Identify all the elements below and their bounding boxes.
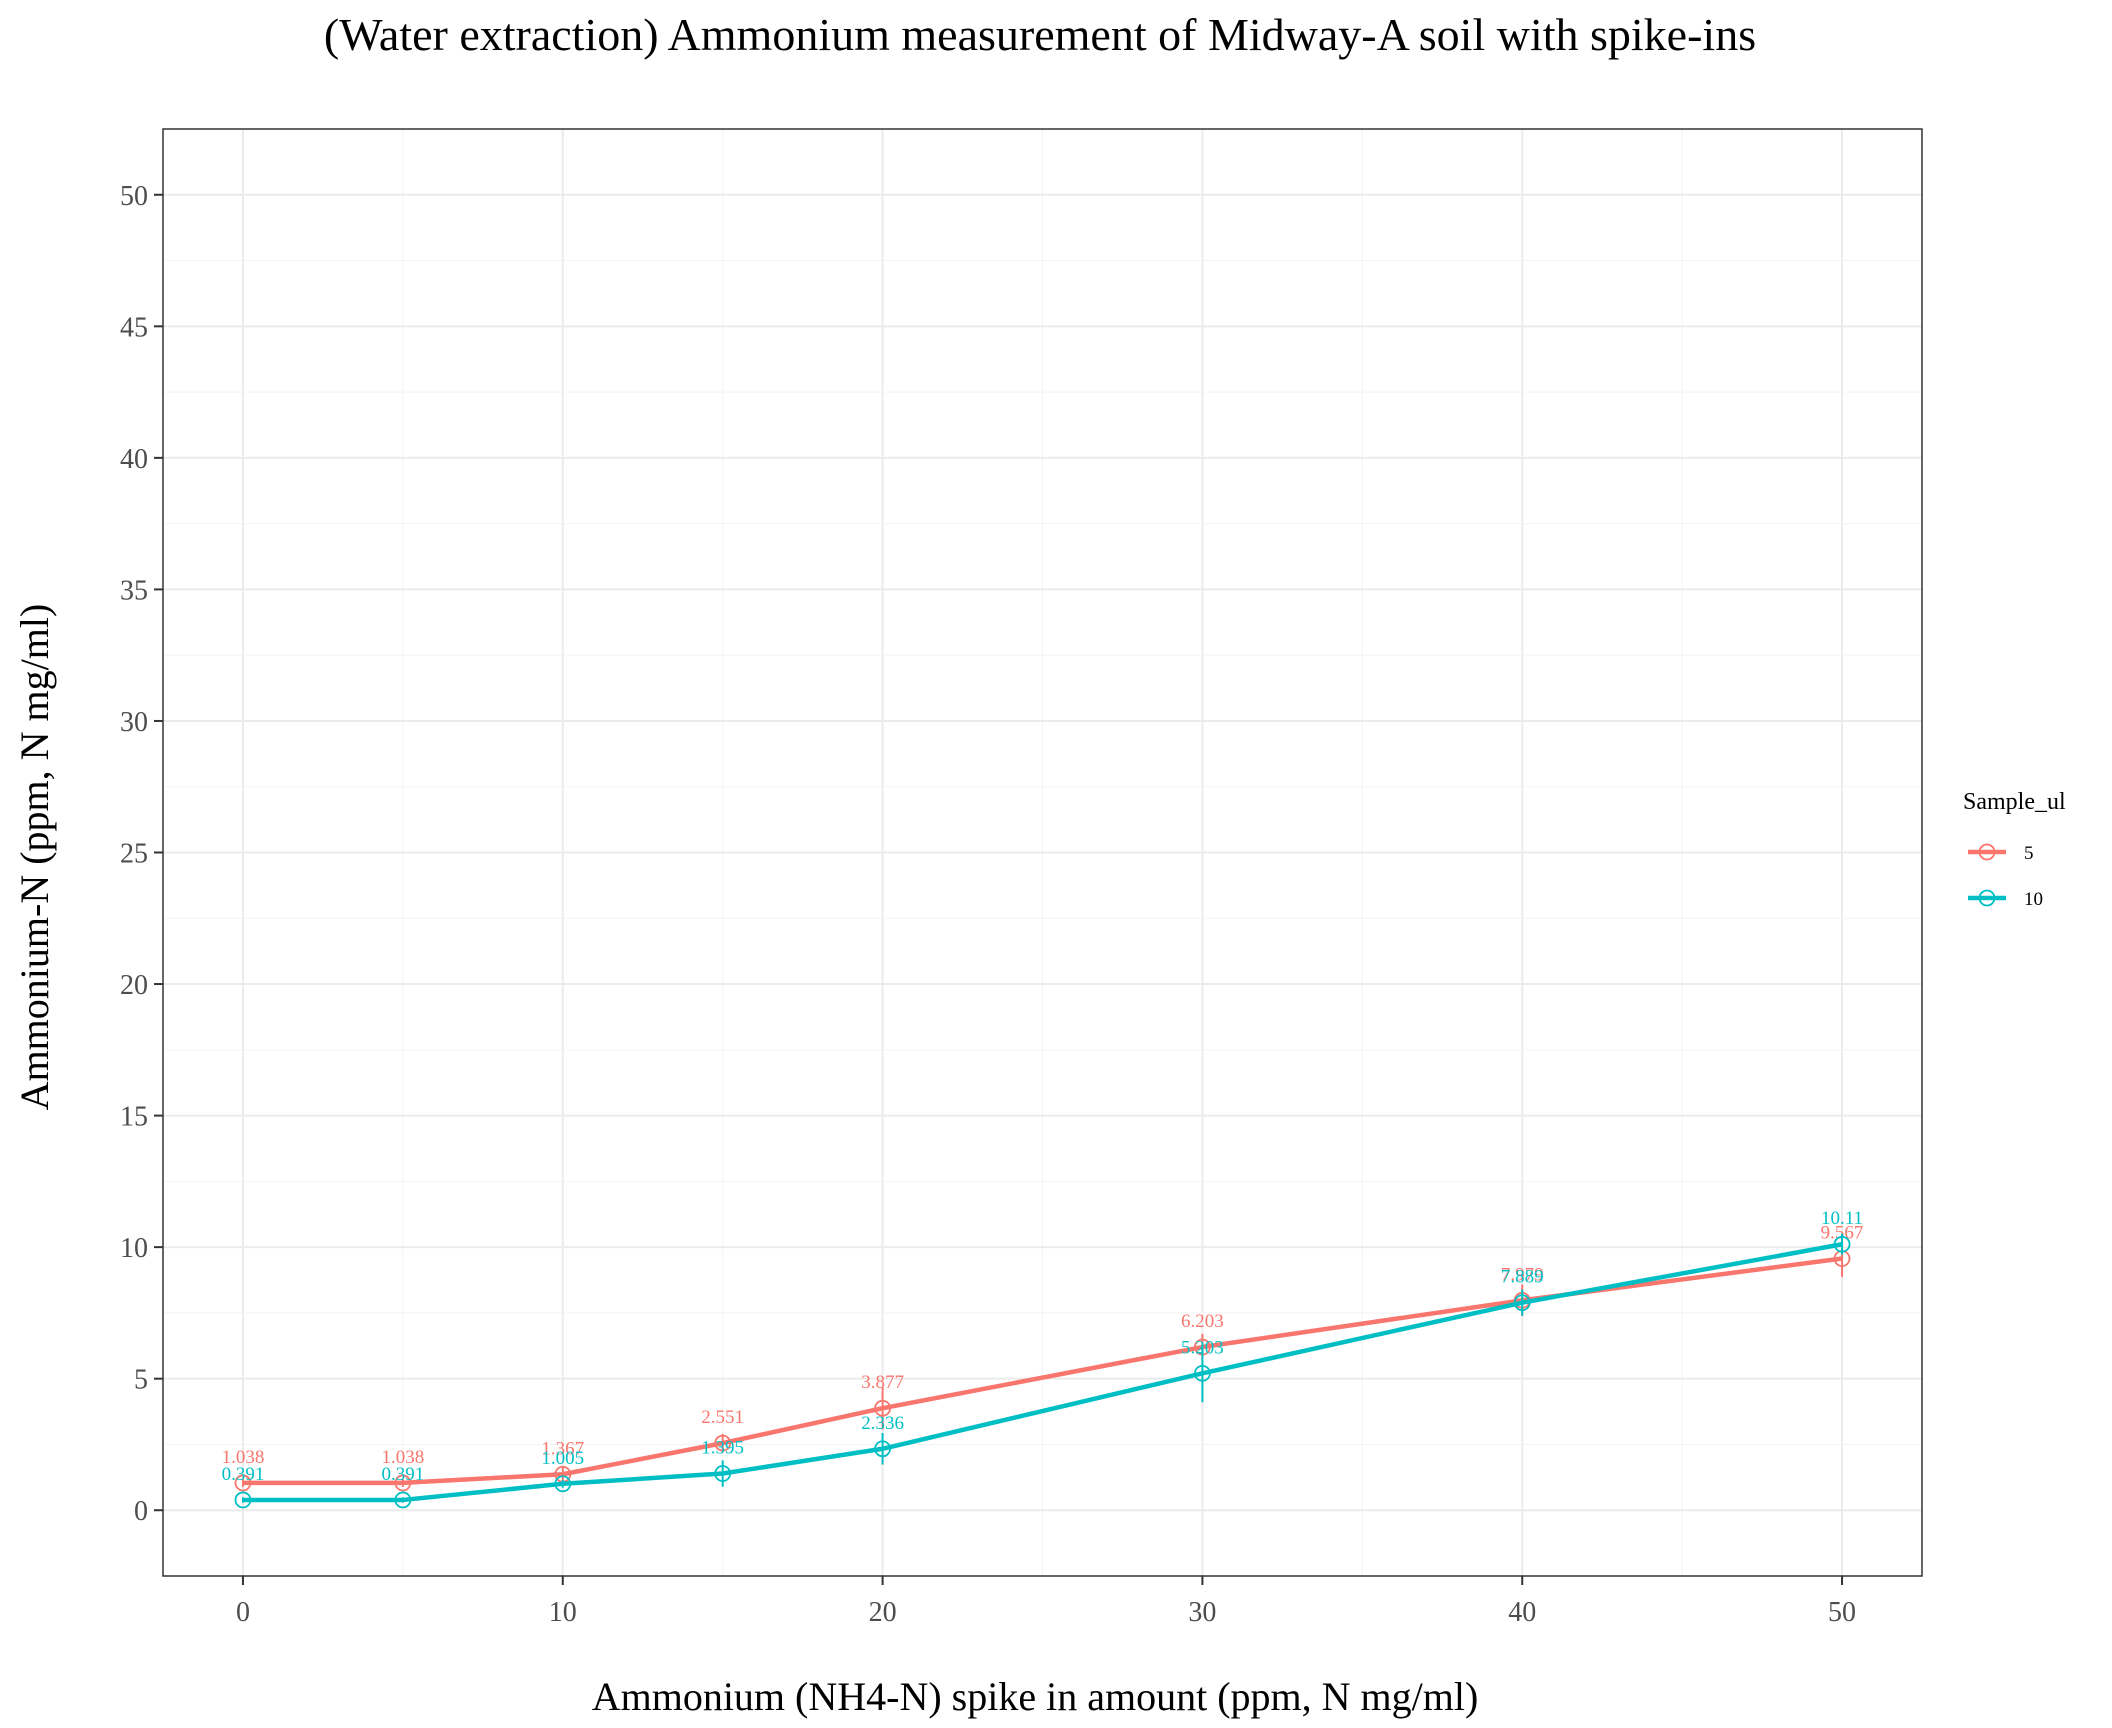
data-point — [874, 1399, 891, 1417]
data-label: 0.391 — [381, 1464, 424, 1485]
y-tick-label: 40 — [120, 444, 148, 475]
chart-title: (Water extraction) Ammonium measurement … — [324, 9, 1756, 60]
data-label: 9.567 — [1821, 1223, 1864, 1244]
data-point — [714, 1465, 732, 1482]
y-axis-title: Ammonium-N (ppm, N mg/ml) — [12, 604, 57, 1111]
legend-key-10: 10 — [1968, 889, 2043, 910]
x-tick-label: 0 — [236, 1597, 250, 1628]
data-label: 2.551 — [701, 1407, 744, 1428]
data-point — [234, 1474, 252, 1492]
data-point — [1833, 1235, 1851, 1253]
y-tick-label: 0 — [134, 1496, 148, 1527]
data-label: 1.038 — [381, 1447, 424, 1468]
y-tick-label: 25 — [120, 839, 148, 870]
x-axis-title: Ammonium (NH4-N) spike in amount (ppm, N… — [592, 1674, 1479, 1719]
y-tick-label: 30 — [120, 707, 148, 738]
y-tick-label: 20 — [120, 970, 148, 1001]
legend-label: 5 — [2024, 843, 2034, 864]
series: 1.038 1.038 1.367 2.551 3.877 6.203 7.979 9.567… — [222, 1208, 1864, 1509]
data-label: 1.038 — [222, 1447, 265, 1468]
legend-key-marker — [1978, 843, 1996, 861]
grid — [163, 129, 1922, 1576]
data-point — [1513, 1294, 1531, 1312]
legend-key-5: 5 — [1968, 843, 2034, 864]
legend-label: 10 — [2024, 889, 2043, 910]
data-label: 6.203 — [1181, 1311, 1224, 1332]
series-10: 0.391 0.391 1.005 1.395 2.336 5.203 7.889 10.11 — [222, 1208, 1863, 1509]
data-label: 5.203 — [1181, 1337, 1224, 1358]
legend: Sample_ul 5 10 — [1963, 789, 2066, 910]
data-point — [714, 1434, 732, 1452]
data-label: 7.889 — [1501, 1267, 1544, 1288]
data-point — [554, 1475, 572, 1493]
data-label: 1.367 — [541, 1438, 584, 1459]
data-label: 1.005 — [541, 1448, 584, 1469]
x-tick-label: 40 — [1508, 1597, 1536, 1628]
series-line — [242, 1242, 1843, 1503]
data-label: 10.11 — [1821, 1208, 1863, 1229]
data-point — [874, 1440, 891, 1458]
data-point — [234, 1491, 252, 1509]
legend-key-marker — [1978, 889, 1996, 907]
series-line — [242, 1256, 1843, 1486]
data-point — [394, 1491, 412, 1509]
y-tick-label: 45 — [120, 312, 148, 343]
y-tick-label: 5 — [134, 1365, 148, 1396]
data-label: 1.395 — [701, 1438, 744, 1459]
x-tick-label: 20 — [869, 1597, 897, 1628]
x-tick-label: 50 — [1828, 1597, 1856, 1628]
axis-ticks: 0 10 20 30 40 50 0 5 10 15 20 25 30 35 40 45 50 — [120, 181, 1856, 1628]
data-label: 3.877 — [861, 1372, 904, 1393]
data-label: 0.391 — [222, 1464, 265, 1485]
data-label: 2.336 — [861, 1413, 904, 1434]
legend-title: Sample_ul — [1963, 789, 2066, 815]
x-tick-label: 10 — [549, 1597, 577, 1628]
y-tick-label: 50 — [120, 181, 148, 212]
y-tick-label: 10 — [120, 1233, 148, 1264]
y-tick-label: 15 — [120, 1102, 148, 1133]
data-label: 7.979 — [1501, 1264, 1544, 1285]
y-tick-label: 35 — [120, 575, 148, 606]
data-point — [394, 1474, 412, 1492]
data-point — [1194, 1364, 1211, 1382]
x-tick-label: 30 — [1188, 1597, 1216, 1628]
